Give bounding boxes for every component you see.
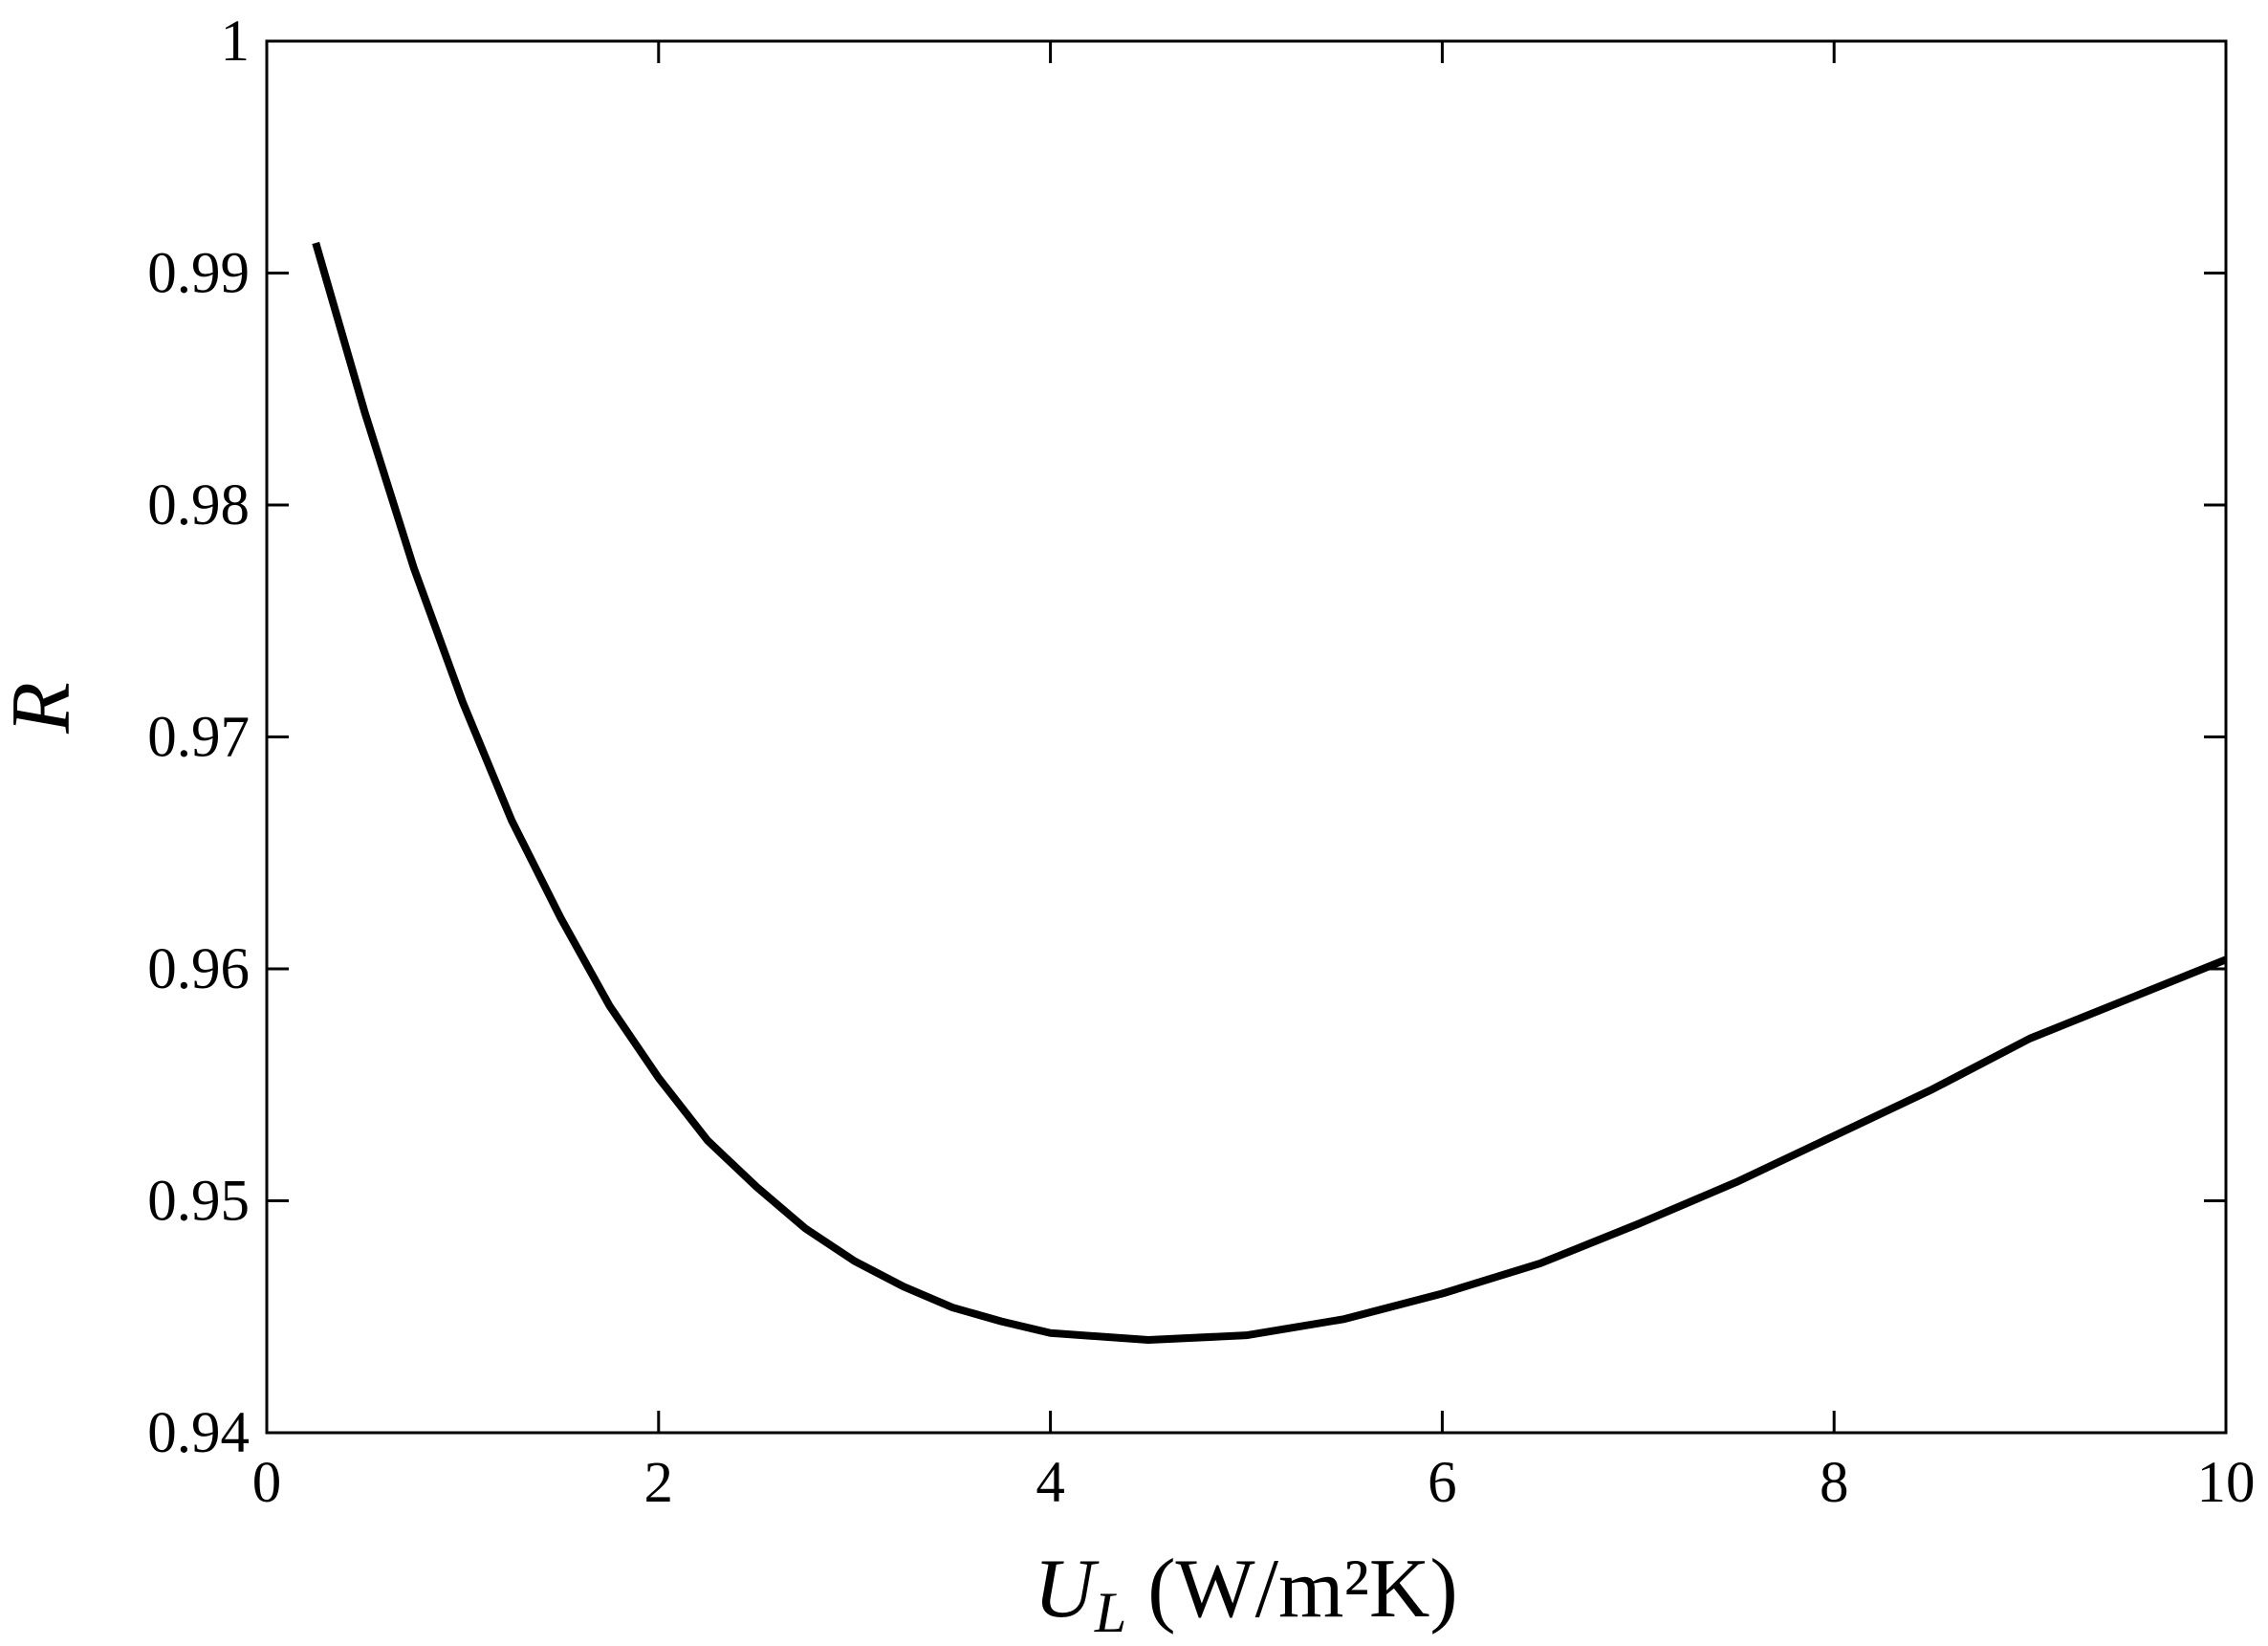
y-tick-label: 0.94	[147, 1401, 250, 1465]
x-tick-label: 0	[252, 1451, 282, 1515]
x-tick-label: 8	[1820, 1451, 1849, 1515]
y-tick-label: 0.98	[147, 473, 250, 538]
x-label-subscript: L	[1094, 1581, 1126, 1644]
x-label-unit: (W/m²K)	[1147, 1543, 1458, 1635]
data-line	[312, 241, 2228, 1344]
y-axis-label: R	[0, 682, 88, 735]
y-tick-label: 1	[221, 10, 251, 74]
y-tick-label: 0.97	[147, 706, 250, 770]
x-tick-label: 4	[1036, 1451, 1065, 1515]
x-tick-label: 6	[1428, 1451, 1457, 1515]
x-label-symbol: U	[1034, 1543, 1100, 1635]
x-axis-label: UL (W/m²K)	[1034, 1543, 1457, 1644]
x-tick-label: 2	[644, 1451, 674, 1515]
y-tick-label: 0.95	[147, 1170, 250, 1234]
y-tick-label: 0.99	[147, 242, 250, 306]
y-tick-label: 0.96	[147, 937, 250, 1001]
plot-frame	[265, 39, 2228, 1435]
x-tick-label: 10	[2197, 1451, 2256, 1515]
